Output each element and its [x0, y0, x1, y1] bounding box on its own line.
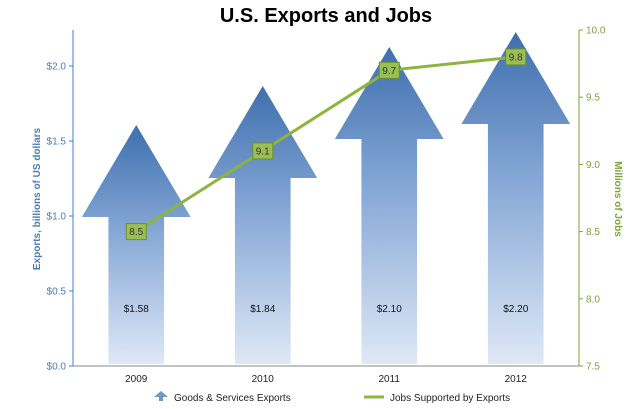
bar-value-label: $1.58	[124, 304, 149, 315]
x-tick-label: 2009	[125, 374, 148, 385]
y2-axis-title: Millions of Jobs	[612, 161, 623, 237]
x-tick-label: 2012	[505, 374, 528, 385]
legend-label-jobs: Jobs Supported by Exports	[390, 393, 510, 404]
x-tick-label: 2010	[252, 374, 275, 385]
left-tick-label: $0.5	[47, 287, 67, 298]
left-tick-label: $0.0	[47, 362, 67, 373]
right-tick-label: 8.5	[586, 227, 600, 238]
left-ticks: $0.0 $0.5 $1.0 $1.5 $2.0	[47, 62, 73, 373]
legend-item-exports: Goods & Services Exports	[154, 391, 291, 404]
right-tick-label: 9.5	[586, 93, 600, 104]
jobs-line	[135, 55, 516, 233]
jobs-point-label: 9.7	[382, 66, 396, 77]
legend-item-jobs: Jobs Supported by Exports	[364, 393, 510, 404]
right-tick-label: 7.5	[586, 362, 600, 373]
x-tick-label: 2011	[378, 374, 400, 385]
y-axis-title: Exports, billions of US dollars	[32, 127, 43, 270]
jobs-point-marker	[252, 142, 274, 160]
export-arrow-bar	[208, 86, 318, 364]
left-tick-label: $1.0	[47, 212, 67, 223]
export-arrow-bar	[81, 125, 191, 364]
jobs-point-marker	[378, 61, 400, 79]
jobs-point-label: 9.8	[509, 52, 523, 63]
export-arrow-bar	[334, 47, 444, 364]
left-tick-label: $1.5	[47, 137, 67, 148]
jobs-point-marker	[505, 48, 527, 66]
bar-value-label: $2.20	[503, 304, 528, 315]
x-ticks: 2009 2010 2011 2012	[125, 374, 527, 385]
export-arrow-bar	[461, 32, 571, 364]
bar-value-label: $2.10	[377, 304, 402, 315]
right-ticks: 7.5 8.0 8.5 9.0 9.5 10.0	[579, 26, 606, 373]
chart-title: U.S. Exports and Jobs	[220, 5, 432, 27]
legend-label-exports: Goods & Services Exports	[174, 393, 291, 404]
bars-layer: $1.58 $1.84 $2.10 $2.20	[81, 32, 571, 364]
right-tick-label: 9.0	[586, 160, 600, 171]
line-layer: 8.5 9.1 9.7 9.8	[125, 48, 527, 241]
right-tick-label: 10.0	[586, 26, 606, 37]
jobs-point-label: 8.5	[129, 227, 143, 238]
left-tick-label: $2.0	[47, 62, 67, 73]
jobs-point-marker	[125, 223, 147, 241]
legend: Goods & Services Exports Jobs Supported …	[154, 391, 510, 404]
legend-arrow-icon	[154, 391, 168, 401]
bar-value-label: $1.84	[250, 304, 275, 315]
jobs-point-label: 9.1	[256, 146, 270, 157]
right-tick-label: 8.0	[586, 294, 600, 305]
